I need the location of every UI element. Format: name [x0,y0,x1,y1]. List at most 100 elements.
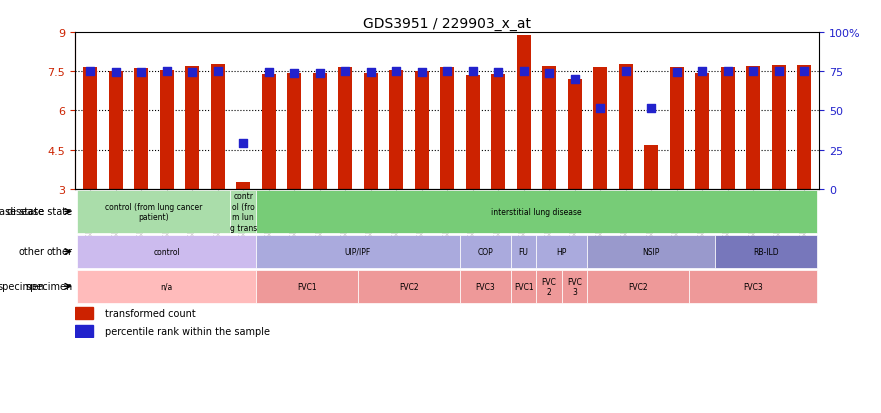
Bar [338,68,352,189]
Bar [491,75,505,189]
Point [644,106,658,112]
Text: specimen: specimen [0,282,44,292]
Point [440,69,455,76]
Point [211,69,225,76]
Text: specimen: specimen [25,282,72,292]
FancyBboxPatch shape [460,235,511,268]
Bar [746,67,760,189]
Text: HP: HP [557,247,567,256]
Bar [721,67,735,189]
Text: contr
ol (fro
m lun
g trans: contr ol (fro m lun g trans [230,192,256,232]
Bar [159,71,174,189]
FancyBboxPatch shape [255,235,460,268]
Text: COP: COP [478,247,493,256]
Bar [644,146,658,189]
Bar [618,65,633,189]
Text: FVC
3: FVC 3 [567,277,582,296]
FancyBboxPatch shape [460,270,511,303]
FancyBboxPatch shape [78,235,255,268]
Bar [670,67,684,189]
Point [772,69,786,76]
Text: other: other [47,247,72,257]
Text: FVC1: FVC1 [514,282,533,291]
Point [618,69,633,76]
Point [567,76,581,83]
FancyBboxPatch shape [358,270,460,303]
Point [134,69,148,76]
Text: percentile rank within the sample: percentile rank within the sample [105,326,270,336]
Bar [313,74,327,189]
Text: FVC3: FVC3 [476,282,495,291]
Point [287,70,301,77]
Text: interstitial lung disease: interstitial lung disease [491,207,581,216]
FancyBboxPatch shape [588,235,714,268]
Bar [389,71,403,189]
Text: UIP/IPF: UIP/IPF [344,247,371,256]
FancyBboxPatch shape [537,270,562,303]
Bar [772,66,786,189]
Point [695,69,709,76]
FancyBboxPatch shape [78,270,255,303]
Text: FVC3: FVC3 [744,282,763,291]
Point [465,69,479,76]
FancyBboxPatch shape [511,235,537,268]
FancyBboxPatch shape [78,190,231,234]
Title: GDS3951 / 229903_x_at: GDS3951 / 229903_x_at [363,17,531,31]
Bar [440,67,454,189]
Point [313,70,327,77]
Text: disease state: disease state [0,207,44,217]
FancyBboxPatch shape [714,235,817,268]
Text: FVC1: FVC1 [297,282,316,291]
Point [721,69,735,76]
Point [797,69,811,76]
Point [746,69,760,76]
Bar [211,65,225,189]
Point [389,69,403,76]
FancyBboxPatch shape [689,270,817,303]
Text: FVC2: FVC2 [399,282,418,291]
Bar [593,68,607,189]
Point [338,69,352,76]
FancyBboxPatch shape [255,270,358,303]
Text: other: other [19,247,44,257]
Bar [108,72,122,189]
Bar [516,36,530,189]
Point [262,69,276,76]
Point [236,140,250,147]
Bar [364,74,378,189]
Point [415,69,429,76]
Bar [262,74,276,189]
Bar [695,74,709,189]
Text: NSIP: NSIP [642,247,660,256]
FancyBboxPatch shape [537,235,588,268]
Point [364,69,378,76]
Bar [797,66,811,189]
Point [159,69,174,76]
Text: control: control [153,247,180,256]
FancyBboxPatch shape [588,270,689,303]
Text: disease state: disease state [7,207,72,217]
FancyBboxPatch shape [255,190,817,234]
Point [670,69,684,76]
Text: RB-ILD: RB-ILD [753,247,779,256]
FancyBboxPatch shape [562,270,588,303]
Bar [185,66,199,189]
Text: transformed count: transformed count [105,309,196,319]
Bar [83,68,97,189]
Point [83,69,97,76]
Bar [287,74,301,189]
Bar [415,72,429,189]
Text: control (from lung cancer
patient): control (from lung cancer patient) [105,202,203,221]
FancyBboxPatch shape [511,270,537,303]
FancyBboxPatch shape [231,190,255,234]
Bar [75,307,93,320]
Bar [542,66,556,189]
Point [516,69,530,76]
Bar [567,79,581,189]
Text: FVC
2: FVC 2 [542,277,557,296]
Bar [75,325,93,337]
Bar [236,183,250,189]
Text: n/a: n/a [160,282,173,291]
Point [185,69,199,76]
Bar [465,76,479,189]
